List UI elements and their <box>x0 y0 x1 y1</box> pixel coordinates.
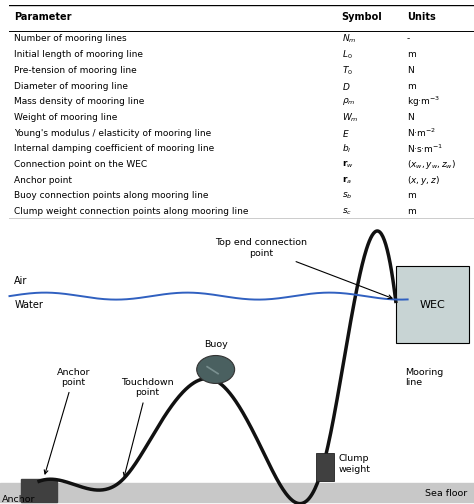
Text: Symbol: Symbol <box>342 12 383 22</box>
Text: Water: Water <box>14 300 43 310</box>
Bar <box>21 479 57 502</box>
Text: Parameter: Parameter <box>14 12 72 22</box>
Text: N·m$^{-2}$: N·m$^{-2}$ <box>407 127 436 140</box>
Text: Internal damping coefficient of mooring line: Internal damping coefficient of mooring … <box>14 144 214 153</box>
Text: Diameter of mooring line: Diameter of mooring line <box>14 82 128 91</box>
Text: Anchor: Anchor <box>2 495 36 504</box>
Text: Air: Air <box>14 276 27 286</box>
Text: Sea floor: Sea floor <box>425 489 467 498</box>
Text: Clump weight connection points along mooring line: Clump weight connection points along moo… <box>14 207 249 216</box>
Text: $b_l$: $b_l$ <box>342 143 351 155</box>
Text: Initial length of mooring line: Initial length of mooring line <box>14 50 143 59</box>
Text: Touchdown
point: Touchdown point <box>120 378 173 476</box>
Text: Buoy connection points along mooring line: Buoy connection points along mooring lin… <box>14 192 209 201</box>
Text: m: m <box>407 82 415 91</box>
Text: Anchor point: Anchor point <box>14 176 72 185</box>
Text: $(x_w, y_w, z_w)$: $(x_w, y_w, z_w)$ <box>407 158 456 171</box>
Text: Pre-tension of mooring line: Pre-tension of mooring line <box>14 66 137 75</box>
Text: Units: Units <box>407 12 436 22</box>
Text: $N_m$: $N_m$ <box>342 33 356 45</box>
Text: m: m <box>407 192 415 201</box>
Circle shape <box>197 355 235 384</box>
Text: $s_b$: $s_b$ <box>342 191 352 201</box>
Text: N: N <box>407 113 413 122</box>
Text: $W_m$: $W_m$ <box>342 111 358 123</box>
Text: -: - <box>407 34 410 43</box>
Text: m: m <box>407 50 415 59</box>
Text: $\rho_m$: $\rho_m$ <box>342 96 355 107</box>
Text: $D$: $D$ <box>342 81 350 92</box>
Text: N·s·m$^{-1}$: N·s·m$^{-1}$ <box>407 143 443 155</box>
Text: $\mathbf{r}_a$: $\mathbf{r}_a$ <box>342 174 352 186</box>
Text: Weight of mooring line: Weight of mooring line <box>14 113 118 122</box>
Text: $L_0$: $L_0$ <box>342 48 352 61</box>
Text: Number of mooring lines: Number of mooring lines <box>14 34 127 43</box>
Text: $\mathbf{r}_w$: $\mathbf{r}_w$ <box>342 159 353 170</box>
Text: WEC: WEC <box>419 300 446 310</box>
Text: kg·m$^{-3}$: kg·m$^{-3}$ <box>407 95 440 109</box>
Bar <box>316 453 334 481</box>
Text: m: m <box>407 207 415 216</box>
Text: Mooring
line: Mooring line <box>405 368 444 387</box>
Text: Buoy: Buoy <box>204 340 228 349</box>
Bar <box>0 483 474 502</box>
Text: Top end connection
point: Top end connection point <box>215 238 392 298</box>
Text: $E$: $E$ <box>342 128 349 139</box>
Text: Connection point on the WEC: Connection point on the WEC <box>14 160 147 169</box>
Text: Mass density of mooring line: Mass density of mooring line <box>14 97 145 106</box>
Text: N: N <box>407 66 413 75</box>
Text: Young's modulus / elasticity of mooring line: Young's modulus / elasticity of mooring … <box>14 129 211 138</box>
Text: $(x, y, z)$: $(x, y, z)$ <box>407 174 439 187</box>
Bar <box>396 267 469 343</box>
Text: Clump
weight: Clump weight <box>338 454 371 474</box>
Text: $s_c$: $s_c$ <box>342 207 352 217</box>
Text: Anchor
point: Anchor point <box>44 367 90 474</box>
Text: $T_0$: $T_0$ <box>342 64 353 77</box>
